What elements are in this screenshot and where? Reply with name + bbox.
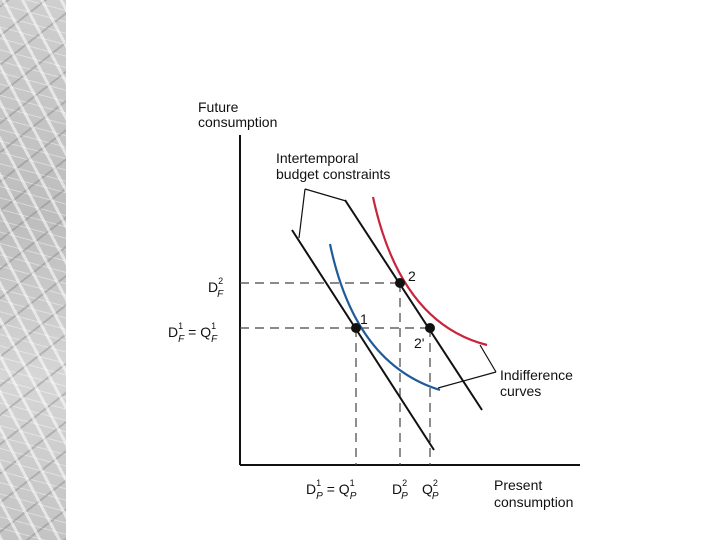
indifference-curve-2	[371, 196, 488, 347]
point-2prime-marker	[425, 323, 435, 333]
indifference-curve-1	[328, 243, 441, 392]
point-1-label: 1	[360, 311, 368, 327]
point-2prime-label: 2'	[414, 335, 424, 351]
indiff-callout-line-2	[437, 371, 497, 389]
x-tick-dp2: D2 P	[392, 478, 408, 502]
y-axis-label-line1: Future	[198, 99, 239, 115]
point-1-marker	[351, 323, 361, 333]
budget-line-2	[344, 199, 483, 411]
point-2-label: 2	[408, 268, 416, 284]
budget-callout-line	[298, 188, 306, 239]
indifference-annotation-line2: curves	[500, 383, 541, 399]
budget-line-1	[291, 229, 435, 451]
y-axis-label-line2: consumption	[198, 114, 277, 130]
point-2-marker	[395, 278, 405, 288]
x-axis-label-line1: Present	[494, 477, 542, 493]
budget-annotation-line1: Intertemporal	[276, 150, 358, 166]
budget-callout-line-2	[304, 188, 347, 202]
y-tick-df2: D2 F	[208, 276, 224, 300]
x-tick-qp2: Q2 P	[422, 478, 439, 502]
budget-annotation-line2: budget constraints	[276, 166, 390, 182]
indifference-annotation-line1: Indifference	[500, 367, 573, 383]
y-tick-df1-qf1: D1 F = Q1 F	[168, 321, 218, 345]
indiff-callout-line-1	[479, 344, 497, 373]
x-axis-label-line2: consumption	[494, 494, 573, 510]
marble-background	[0, 0, 66, 540]
x-tick-dp1-qp1: D1 P = Q1 P	[306, 478, 357, 502]
